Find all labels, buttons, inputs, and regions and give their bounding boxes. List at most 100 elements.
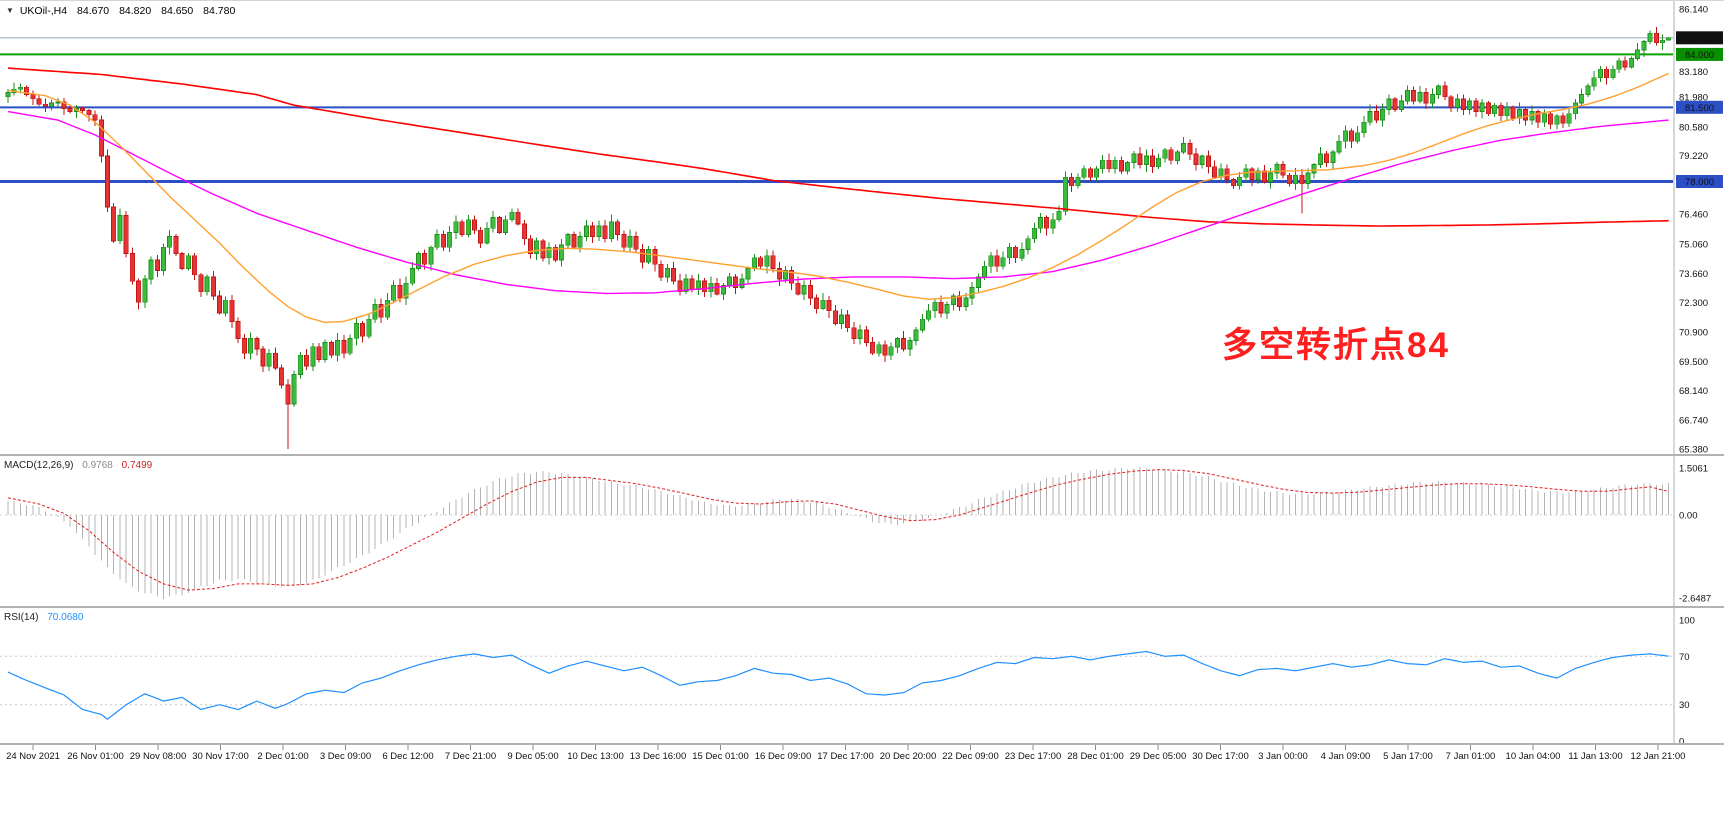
rsi-indicator-label: RSI(14) 70.0680 [4,612,83,623]
candle [739,278,745,288]
candle [1604,68,1610,79]
candle [291,373,297,405]
candle [851,327,857,339]
candle [963,297,969,308]
price-axis-label: 83.180 [1679,67,1708,78]
candle [105,155,111,208]
ma-slow-red [7,67,1669,227]
candle [1566,113,1572,124]
candle [341,340,347,354]
time-axis-label: 22 Dec 09:00 [942,751,999,762]
candle [1044,217,1050,229]
ma-medium-magenta [7,110,1669,295]
candle [503,219,509,233]
candle [266,352,272,367]
candle [720,284,726,295]
candle [1162,149,1168,159]
candle [1199,155,1205,166]
candle [167,236,173,248]
chart-annotation-text: 多空转折点84 [1222,326,1450,365]
candle [111,206,117,242]
candle [559,244,565,261]
candle [1442,85,1448,98]
price-axis-label: 68.140 [1679,386,1708,397]
candle [863,329,869,343]
candle [1373,111,1379,121]
candle [1031,227,1037,240]
candle [1641,41,1647,51]
candle [770,255,776,269]
candle [1330,151,1336,163]
time-axis-label: 23 Dec 17:00 [1005,751,1062,762]
rsi-current-value: 70.0680 [47,612,84,623]
time-axis-label: 7 Dec 21:00 [445,751,496,762]
candle [552,246,558,261]
candlestick-series [5,27,1672,449]
candle [453,221,459,233]
candle [1585,85,1591,95]
candle [1038,217,1044,229]
candle [1448,96,1454,108]
candle [820,299,826,310]
candle [876,344,882,354]
ohlc-open-value: 84.670 [77,5,110,17]
candle [621,234,627,248]
candle [80,108,86,111]
candle [1666,37,1672,41]
candle [415,253,421,269]
candle [478,229,484,244]
candle [1050,219,1056,229]
candle [1591,77,1597,87]
candle [1429,94,1435,104]
candle [328,342,334,356]
time-axis-label: 6 Dec 12:00 [382,751,433,762]
candle [248,337,254,354]
ohlc-low-value: 84.650 [161,5,194,17]
main-chart-area[interactable] [0,1,1673,455]
candle [627,236,633,248]
candle [117,214,123,242]
candle [1193,153,1199,166]
candle [1423,92,1429,104]
time-axis-label: 26 Nov 01:00 [67,751,124,762]
candle [988,255,994,267]
candle [254,337,260,350]
candle [1087,168,1093,178]
candle [907,340,913,350]
candle [615,221,621,235]
candle [1572,102,1578,115]
macd-signal-line [7,469,1669,591]
candle [366,318,372,337]
macd-main-value: 0.9768 [82,460,113,471]
time-axis-label: 5 Jan 17:00 [1383,751,1433,762]
candle [1336,140,1342,153]
candle [1380,109,1386,121]
candle [1628,58,1634,68]
time-axis-label: 28 Dec 01:00 [1067,751,1124,762]
candle [727,276,733,286]
candle [1622,60,1628,68]
price-tag-value: 78.000 [1685,177,1714,188]
rsi-panel-area[interactable] [0,609,1673,744]
candle [870,342,876,354]
candle [1386,98,1392,110]
candle [1485,102,1491,115]
candle [764,255,770,267]
time-axis-label: 2 Dec 01:00 [257,751,308,762]
candle [1224,168,1230,180]
time-axis-label: 20 Dec 20:00 [880,751,937,762]
candle [1417,92,1423,102]
candle [316,346,322,360]
candle [210,276,216,297]
collapse-triangle-icon[interactable]: ▼ [6,6,14,15]
candle [1174,151,1180,161]
candle [1647,32,1653,43]
candle [1286,174,1292,185]
rsi-axis-label: 30 [1679,700,1690,711]
candle [1492,104,1498,115]
time-axis-label: 11 Jan 13:00 [1568,751,1622,762]
candle [378,304,384,318]
candle [913,329,919,341]
candle [1548,113,1554,125]
